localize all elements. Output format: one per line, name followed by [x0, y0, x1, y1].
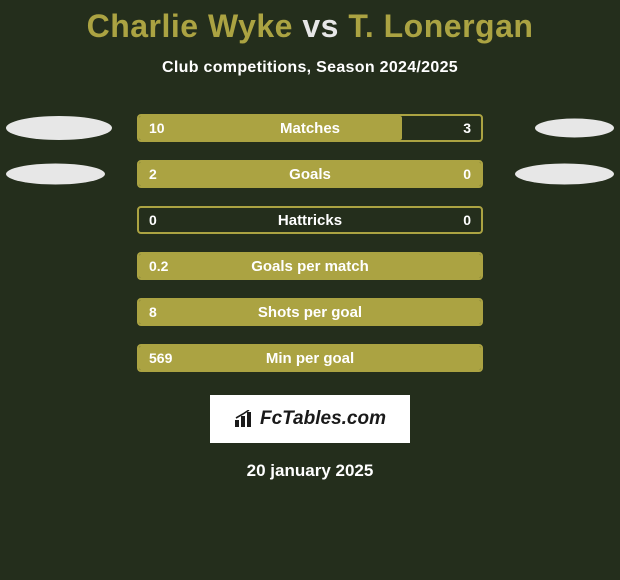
logo-text: FcTables.com — [260, 408, 386, 430]
stat-label: Hattricks — [139, 208, 481, 232]
player-right-name: T. Lonergan — [348, 8, 533, 44]
stat-bar: 569Min per goal — [137, 344, 483, 372]
stat-value-right: 3 — [463, 116, 471, 140]
stat-value-right: 0 — [463, 162, 471, 186]
title-vs: vs — [302, 8, 339, 44]
player-right-indicator — [535, 119, 614, 138]
stat-bar: 0Hattricks0 — [137, 206, 483, 234]
stat-row: 8Shots per goal — [0, 289, 620, 335]
stat-bar: 0.2Goals per match — [137, 252, 483, 280]
stat-row: 0.2Goals per match — [0, 243, 620, 289]
stat-label: Matches — [139, 116, 481, 140]
player-left-name: Charlie Wyke — [87, 8, 293, 44]
comparison-title: Charlie Wyke vs T. Lonergan — [0, 0, 620, 49]
stat-row: 2Goals0 — [0, 151, 620, 197]
stat-row: 569Min per goal — [0, 335, 620, 381]
fctables-logo: FcTables.com — [210, 395, 410, 443]
stat-bar: 2Goals0 — [137, 160, 483, 188]
stat-bar: 8Shots per goal — [137, 298, 483, 326]
stat-label: Shots per goal — [139, 300, 481, 324]
stat-row: 0Hattricks0 — [0, 197, 620, 243]
stat-rows-container: 10Matches32Goals00Hattricks00.2Goals per… — [0, 105, 620, 381]
stat-label: Min per goal — [139, 346, 481, 370]
player-right-indicator — [515, 164, 614, 185]
player-left-indicator — [6, 164, 105, 185]
player-left-indicator — [6, 116, 112, 140]
stat-value-right: 0 — [463, 208, 471, 232]
snapshot-date: 20 january 2025 — [0, 461, 620, 481]
comparison-subtitle: Club competitions, Season 2024/2025 — [0, 59, 620, 77]
stat-label: Goals per match — [139, 254, 481, 278]
stat-label: Goals — [139, 162, 481, 186]
stat-row: 10Matches3 — [0, 105, 620, 151]
stat-bar: 10Matches3 — [137, 114, 483, 142]
chart-icon — [234, 410, 256, 428]
